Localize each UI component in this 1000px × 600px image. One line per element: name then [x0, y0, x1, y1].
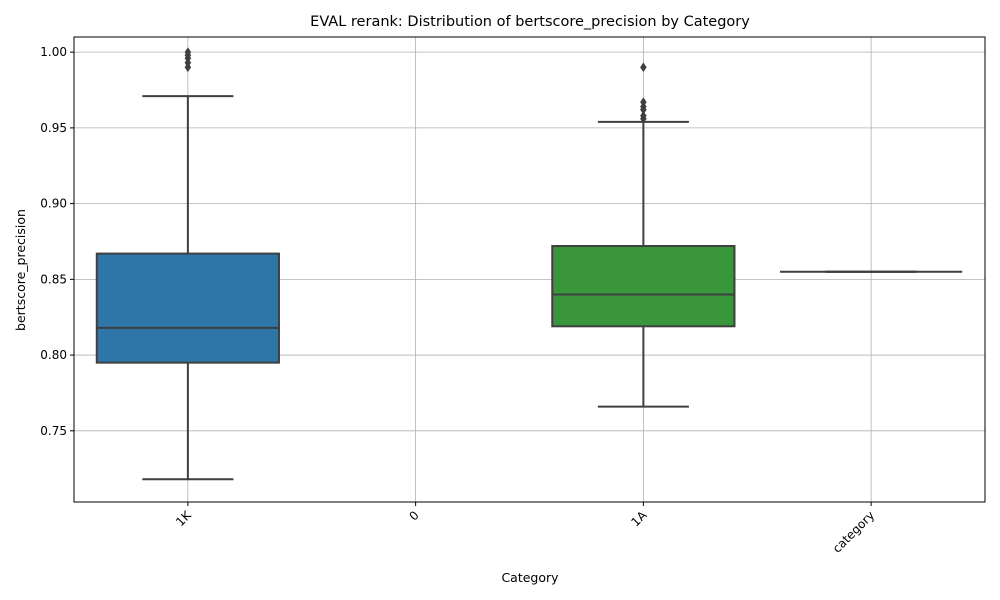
- outlier-point: [640, 97, 647, 108]
- x-tick-label: category: [830, 508, 877, 555]
- x-tick-label: 1K: [173, 507, 195, 529]
- x-axis-label: Category: [501, 570, 559, 585]
- outlier-point: [184, 47, 192, 58]
- x-tick-label: 1A: [628, 508, 650, 530]
- y-tick-label: 0.75: [40, 424, 67, 438]
- y-tick-label: 0.90: [40, 197, 67, 211]
- chart-title: EVAL rerank: Distribution of bertscore_p…: [310, 14, 750, 30]
- box-1K: [95, 252, 280, 364]
- y-tick-label: 0.80: [40, 348, 67, 362]
- outlier-point: [640, 110, 647, 121]
- y-tick-label: 0.85: [40, 272, 67, 286]
- x-tick-label: 0: [406, 508, 421, 523]
- plot-frame: [73, 36, 986, 503]
- boxes: [95, 47, 963, 481]
- box-1A: [551, 245, 736, 328]
- outlier-point: [640, 62, 647, 73]
- y-tick-label: 1.00: [40, 45, 67, 59]
- y-axis-label: bertscore_precision: [13, 209, 28, 331]
- y-tick-label: 0.95: [40, 121, 67, 135]
